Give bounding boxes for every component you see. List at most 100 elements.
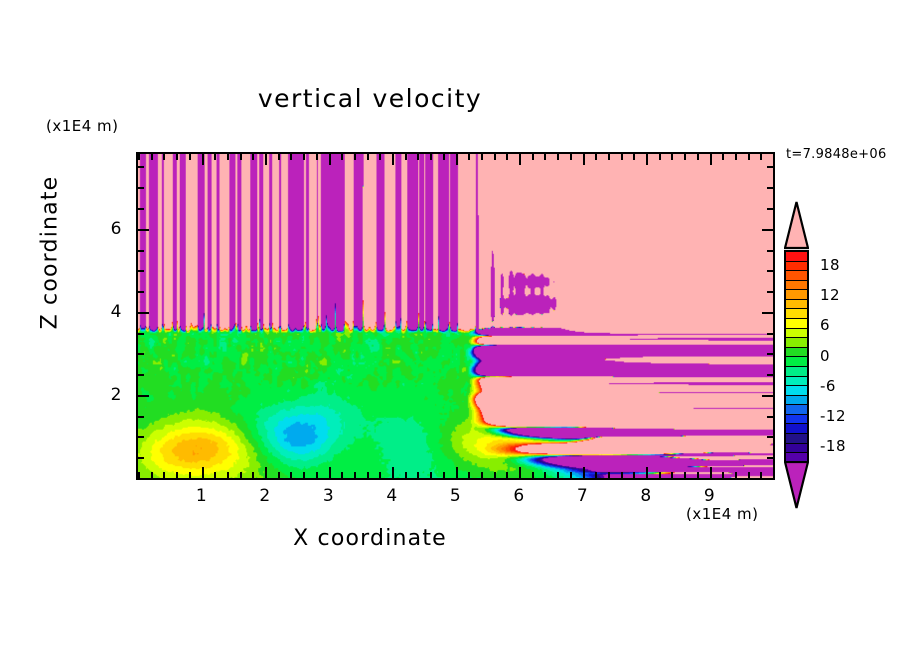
axis-tick: [519, 154, 521, 165]
axis-tick: [767, 457, 773, 460]
axis-tick: [658, 472, 661, 478]
axis-tick: [760, 154, 763, 160]
axis-tick: [620, 472, 623, 478]
axis-tick: [607, 472, 610, 478]
axis-tick: [138, 187, 144, 190]
axis-tick: [226, 472, 229, 478]
x-axis-title: X coordinate: [293, 526, 447, 551]
colorbar-band: [786, 338, 807, 348]
axis-tick: [379, 472, 382, 478]
x-tick-label: 9: [703, 486, 716, 506]
axis-tick: [468, 472, 471, 478]
chart-title: vertical velocity: [257, 84, 483, 113]
colorbar-band: [786, 443, 807, 454]
axis-tick: [341, 154, 344, 160]
x-tick-label: 6: [513, 486, 525, 506]
colorbar-tick-label: 6: [820, 316, 831, 335]
axis-tick: [138, 311, 149, 314]
y-axis-unit-label: (x1E4 m): [46, 117, 119, 135]
axis-tick: [150, 472, 153, 478]
axis-tick: [239, 472, 242, 478]
colorbar-tick-label: -12: [820, 406, 846, 425]
axis-tick: [252, 472, 255, 478]
axis-tick: [506, 154, 509, 160]
axis-tick: [277, 154, 280, 160]
axis-tick: [671, 154, 674, 160]
axis-tick: [442, 154, 445, 160]
axis-tick: [767, 478, 773, 480]
colorbar-band: [786, 433, 807, 444]
colorbar-band: [786, 299, 807, 310]
axis-tick: [379, 154, 382, 160]
colorbar-band: [786, 261, 807, 272]
axis-tick: [633, 472, 636, 478]
axis-tick: [138, 154, 140, 160]
axis-tick: [480, 472, 483, 478]
axis-tick: [671, 472, 674, 478]
axis-tick: [480, 154, 483, 160]
axis-tick: [582, 467, 585, 478]
axis-tick: [595, 472, 598, 478]
time-annotation: t=7.9848e+06: [786, 147, 887, 162]
axis-tick: [455, 154, 458, 165]
axis-tick: [328, 467, 331, 478]
colorbar-band: [786, 366, 807, 377]
colorbar-band: [786, 319, 807, 329]
axis-tick: [138, 374, 144, 377]
axis-tick: [620, 154, 623, 160]
axis-tick: [138, 332, 144, 335]
colorbar-band: [786, 280, 807, 291]
axis-tick: [328, 154, 331, 165]
axis-tick: [531, 472, 534, 478]
axis-tick: [722, 472, 725, 478]
colorbar-band: [786, 386, 807, 396]
axis-tick: [138, 457, 144, 460]
axis-tick: [341, 472, 344, 478]
axis-tick: [430, 472, 433, 478]
axis-tick: [163, 472, 166, 478]
axis-tick: [760, 472, 763, 478]
colorbar-under-arrow-icon: [784, 461, 809, 509]
axis-tick: [767, 270, 773, 273]
axis-tick: [188, 154, 191, 160]
axis-tick: [404, 154, 407, 160]
axis-tick: [493, 154, 496, 160]
colorbar-over-arrow-icon: [784, 201, 809, 250]
axis-tick: [519, 467, 521, 478]
colorbar-tick-label: 18: [820, 256, 841, 275]
axis-tick: [767, 374, 773, 377]
axis-tick: [646, 467, 648, 478]
axis-tick: [569, 154, 572, 160]
axis-tick: [633, 154, 636, 160]
x-tick-label: 5: [449, 486, 462, 506]
axis-tick: [392, 154, 394, 165]
axis-tick: [493, 472, 496, 478]
axis-tick: [176, 472, 179, 478]
x-tick-label: 1: [195, 486, 208, 506]
axis-tick: [430, 154, 433, 160]
axis-tick: [747, 154, 750, 160]
axis-tick: [315, 472, 318, 478]
axis-tick: [767, 353, 773, 356]
axis-tick: [709, 467, 712, 478]
axis-tick: [201, 467, 204, 478]
axis-tick: [163, 154, 166, 160]
colorbar-band: [786, 424, 807, 434]
axis-tick: [767, 436, 773, 439]
axis-tick: [557, 472, 560, 478]
axis-tick: [201, 154, 204, 165]
colorbar-band: [786, 271, 807, 281]
axis-tick: [773, 472, 775, 478]
axis-tick: [544, 472, 547, 478]
axis-tick: [138, 415, 144, 418]
axis-tick: [646, 154, 648, 165]
colorbar-band: [786, 290, 807, 300]
axis-tick: [353, 154, 356, 160]
axis-tick: [696, 472, 699, 478]
axis-tick: [773, 154, 775, 160]
colorbar-band: [786, 328, 807, 339]
axis-tick: [138, 270, 144, 273]
axis-tick: [767, 187, 773, 190]
axis-tick: [138, 394, 149, 397]
axis-tick: [544, 154, 547, 160]
